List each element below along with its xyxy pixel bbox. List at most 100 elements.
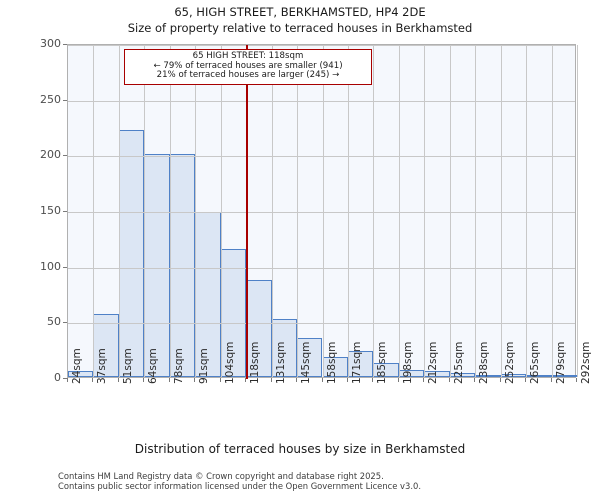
x-tick-mark xyxy=(346,378,348,382)
y-tick-label: 250 xyxy=(40,92,61,106)
y-tick-mark xyxy=(63,322,67,324)
y-tick-label: 100 xyxy=(40,259,61,273)
histogram-bar xyxy=(118,129,145,377)
x-gridline xyxy=(577,45,578,377)
y-gridline xyxy=(68,212,575,213)
x-tick-mark xyxy=(499,378,501,382)
x-tick-label: 131sqm xyxy=(274,341,287,384)
x-tick-mark xyxy=(67,378,68,382)
x-tick-label: 279sqm xyxy=(554,341,567,384)
y-gridline xyxy=(68,100,575,102)
page-title: 65, HIGH STREET, BERKHAMSTED, HP4 2DE xyxy=(174,5,426,19)
x-tick-label: 51sqm xyxy=(121,348,134,384)
plot-area xyxy=(67,44,578,379)
x-gridline xyxy=(144,45,146,377)
x-gridline xyxy=(398,45,400,377)
histogram-bar xyxy=(297,338,323,377)
x-tick-mark xyxy=(525,378,527,382)
chart-subtitle: Size of property relative to terraced ho… xyxy=(127,21,473,35)
y-tick-label: 0 xyxy=(54,371,61,384)
x-tick-mark xyxy=(219,378,221,382)
x-tick-label: 171sqm xyxy=(350,341,363,384)
x-tick-mark xyxy=(576,378,577,382)
x-tick-label: 292sqm xyxy=(580,341,592,384)
x-tick-label: 104sqm xyxy=(223,341,236,384)
chart-title-block: 65, HIGH STREET, BERKHAMSTED, HP4 2DE Si… xyxy=(0,0,600,36)
x-tick-mark xyxy=(245,378,247,382)
x-gridline xyxy=(551,45,553,377)
y-tick-mark xyxy=(63,378,67,379)
y-tick-mark xyxy=(63,99,67,101)
x-gridline xyxy=(373,45,375,377)
x-tick-label: 78sqm xyxy=(172,348,185,384)
footer-line-2: Contains public sector information licen… xyxy=(58,480,421,491)
x-gridline xyxy=(118,45,120,377)
x-gridline xyxy=(322,45,324,377)
bar-series xyxy=(68,45,577,377)
histogram-bar xyxy=(68,371,94,377)
x-tick-mark xyxy=(168,378,170,382)
x-tick-label: 37sqm xyxy=(96,348,109,384)
x-tick-mark xyxy=(270,378,272,382)
x-gridline xyxy=(93,45,95,377)
annotation-line-2: ← 79% of terraced houses are smaller (94… xyxy=(153,60,343,71)
x-gridline xyxy=(297,45,299,377)
footer-line-1: Contains HM Land Registry data © Crown c… xyxy=(58,471,384,481)
x-tick-label: 24sqm xyxy=(71,348,83,384)
histogram-bar xyxy=(271,319,298,377)
x-gridline xyxy=(195,45,197,377)
x-tick-mark xyxy=(423,378,425,382)
y-tick-mark xyxy=(63,155,67,157)
x-gridline xyxy=(449,45,451,377)
property-marker-line xyxy=(246,45,249,379)
x-gridline xyxy=(475,45,477,377)
histogram-bar xyxy=(220,248,247,377)
histogram-bar xyxy=(169,154,196,377)
x-tick-mark xyxy=(397,378,399,382)
x-tick-mark xyxy=(117,378,119,382)
x-gridline xyxy=(526,45,528,377)
histogram-bar xyxy=(144,154,170,377)
x-tick-mark xyxy=(143,378,145,382)
annotation-line-3: 21% of terraced houses are larger (245) … xyxy=(156,70,340,81)
x-tick-label: 185sqm xyxy=(376,341,389,384)
x-tick-label: 225sqm xyxy=(452,341,465,384)
attribution-footer: Contains HM Land Registry data © Crown c… xyxy=(58,471,598,491)
x-gridline xyxy=(347,45,349,377)
y-tick-label: 150 xyxy=(40,204,61,217)
x-tick-label: 238sqm xyxy=(478,341,491,384)
x-gridline xyxy=(169,45,171,377)
x-tick-label: 265sqm xyxy=(529,341,542,384)
x-tick-mark xyxy=(474,378,476,382)
y-gridline xyxy=(68,45,575,46)
x-tick-label: 252sqm xyxy=(503,341,516,384)
y-tick-mark xyxy=(63,211,67,212)
x-tick-label: 64sqm xyxy=(147,348,160,384)
histogram-bar xyxy=(347,351,374,377)
y-tick-label: 50 xyxy=(47,315,61,329)
y-tick-label: 200 xyxy=(40,148,61,162)
x-axis-title: Distribution of terraced houses by size … xyxy=(134,442,466,456)
histogram-bar xyxy=(246,280,272,377)
x-tick-label: 212sqm xyxy=(427,341,440,384)
y-tick-label: 300 xyxy=(40,37,61,50)
x-tick-mark xyxy=(296,378,298,382)
x-tick-mark xyxy=(194,378,196,382)
property-annotation-box: 65 HIGH STREET: 118sqm ← 79% of terraced… xyxy=(124,49,372,85)
x-tick-mark xyxy=(372,378,374,382)
y-gridline xyxy=(68,267,575,269)
y-gridline xyxy=(68,323,575,325)
y-tick-mark xyxy=(63,266,67,268)
x-gridline xyxy=(500,45,502,377)
x-tick-label: 158sqm xyxy=(325,341,338,384)
x-tick-mark xyxy=(448,378,450,382)
x-tick-label: 91sqm xyxy=(198,348,211,384)
x-tick-label: 118sqm xyxy=(249,341,262,384)
x-tick-label: 198sqm xyxy=(401,341,414,384)
y-tick-mark xyxy=(63,44,67,45)
x-gridline xyxy=(424,45,426,377)
x-tick-mark xyxy=(321,378,323,382)
x-tick-label: 145sqm xyxy=(300,341,313,384)
x-tick-mark xyxy=(550,378,552,382)
